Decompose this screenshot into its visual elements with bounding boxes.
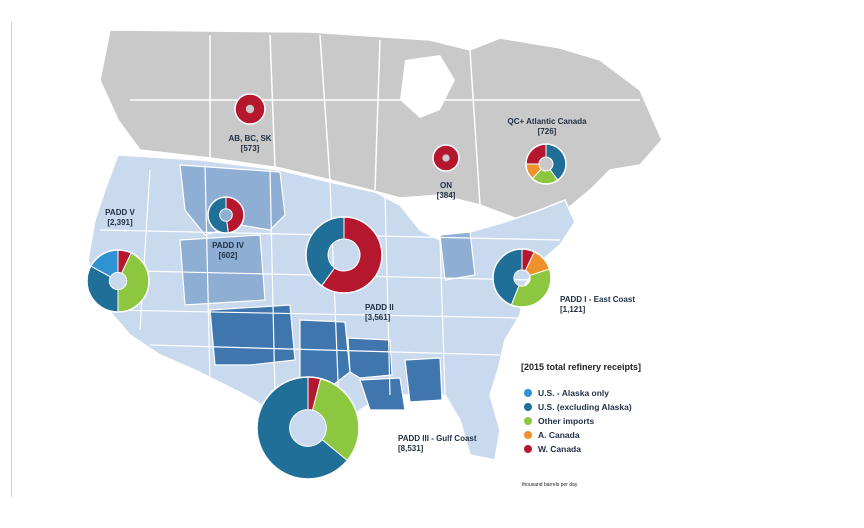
legend-swatch-a-canada bbox=[524, 431, 532, 439]
pie-outline bbox=[432, 144, 460, 172]
region-labels: AB, BC, SK[573] ON[384] QC+ Atlantic Canad… bbox=[105, 117, 635, 453]
pie-outline bbox=[86, 249, 150, 313]
province-borders bbox=[130, 34, 640, 206]
hudson-bay bbox=[400, 55, 455, 118]
pie-slice-w-canada bbox=[432, 144, 459, 171]
pie-outline bbox=[256, 376, 360, 480]
region-label-padd-v: PADD V bbox=[105, 208, 135, 217]
pie-outline bbox=[207, 196, 245, 234]
legend-title: [2015 total refinery receipts] bbox=[521, 362, 641, 372]
region-label-on: ON bbox=[440, 181, 452, 190]
pie-padd-iii bbox=[256, 376, 360, 480]
legend-label-us-excl-alaska: U.S. (excluding Alaska) bbox=[538, 402, 632, 412]
legend-swatch-other-imports bbox=[524, 417, 532, 425]
legend-label-other-imports: Other imports bbox=[538, 416, 594, 426]
region-label-padd-iv: PADD IV bbox=[212, 241, 245, 250]
pie-padd-i bbox=[492, 248, 552, 308]
pie-qc-atlantic bbox=[525, 143, 567, 185]
pie-padd-iv bbox=[207, 196, 245, 234]
pie-outline bbox=[492, 248, 552, 308]
region-value-padd-iii: [8,531] bbox=[398, 444, 424, 453]
region-value-padd-v: [2,391] bbox=[107, 218, 133, 227]
legend-label-a-canada: A. Canada bbox=[538, 430, 580, 440]
legend-label-w-canada: W. Canada bbox=[538, 444, 581, 454]
legend-footnote: thousand barrels per day bbox=[522, 482, 578, 488]
region-value-qc-atlantic: [726] bbox=[538, 127, 557, 136]
page-left-border bbox=[11, 22, 12, 497]
region-label-padd-i: PADD I - East Coast bbox=[560, 295, 635, 304]
pie-ab-bc-sk bbox=[234, 93, 266, 125]
receipt-pies bbox=[86, 93, 567, 480]
legend-swatch-us-alaska bbox=[524, 389, 532, 397]
region-value-on: [384] bbox=[437, 191, 456, 200]
pie-outline bbox=[525, 143, 567, 185]
region-label-qc-atlantic: QC+ Atlantic Canada bbox=[507, 117, 587, 126]
region-value-padd-i: [1,121] bbox=[560, 305, 586, 314]
legend-swatch-us-excl-alaska bbox=[524, 403, 532, 411]
region-label-ab-bc-sk: AB, BC, SK bbox=[228, 134, 271, 143]
legend-label-us-alaska: U.S. - Alaska only bbox=[538, 388, 609, 398]
legend: [2015 total refinery receipts] U.S. - Al… bbox=[521, 362, 641, 488]
region-value-padd-ii: [3,561] bbox=[365, 313, 391, 322]
pie-padd-v bbox=[86, 249, 150, 313]
pie-on bbox=[432, 144, 460, 172]
pie-outline bbox=[305, 216, 383, 294]
region-value-ab-bc-sk: [573] bbox=[241, 144, 260, 153]
region-label-padd-ii: PADD II bbox=[365, 303, 394, 312]
region-label-padd-iii: PADD III - Gulf Coast bbox=[398, 434, 477, 443]
legend-items: U.S. - Alaska only U.S. (excluding Alaska… bbox=[524, 388, 632, 454]
pie-padd-ii bbox=[305, 216, 383, 294]
legend-swatch-w-canada bbox=[524, 445, 532, 453]
pie-slice-w-canada bbox=[234, 94, 265, 125]
pie-outline bbox=[234, 93, 266, 125]
region-value-padd-iv: [602] bbox=[219, 251, 238, 260]
